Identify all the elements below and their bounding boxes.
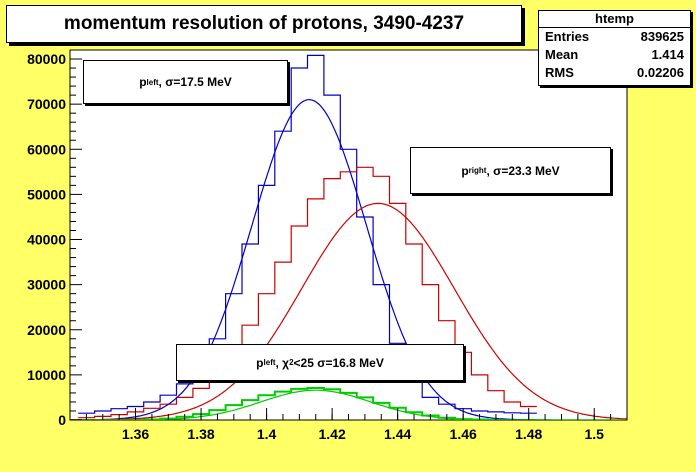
annotation-chi2-cut: p left, χ 2 <25 σ=16.8 MeV [176,344,464,381]
axes-layer: 0 10000 20000 30000 40000 50000 60000 70000 8000… [27,51,628,442]
y-tick-label: 80000 [27,51,66,67]
y-tick-label: 70000 [27,96,66,112]
stats-value: 839625 [640,29,684,44]
stats-row-rms: RMS 0.02206 [539,64,690,82]
annotation-text: <25 σ=16.8 MeV [293,355,384,370]
y-tick-label: 50000 [27,186,66,202]
stats-box: htemp Entries 839625 Mean 1.414 RMS 0.02… [538,10,691,86]
chart-title-box: momentum resolution of protons, 3490-423… [6,5,522,43]
stats-name: htemp [539,11,690,28]
x-tick-label: 1.42 [318,426,345,442]
stats-row-entries: Entries 839625 [539,28,690,46]
annotation-text: , σ=23.3 MeV [486,163,560,178]
y-tick-label: 20000 [27,322,66,338]
annotation-sub: right [468,166,487,175]
annotation-p: p [256,355,264,370]
histogram-series-2 [78,387,537,420]
x-tick-label: 1.38 [187,426,214,442]
x-tick-label: 1.4 [257,426,277,442]
annotation-left: p left, σ=17.5 MeV [83,60,288,104]
chart-title: momentum resolution of protons, 3490-423… [63,13,465,34]
x-tick-label: 1.46 [450,426,477,442]
stats-value: 1.414 [651,47,684,62]
x-tick-label: 1.5 [585,426,605,442]
annotation-p: p [461,163,469,178]
annotation-chi: , χ [275,355,290,370]
y-tick-label: 0 [58,412,66,428]
x-tick-label: 1.44 [384,426,411,442]
stats-label: Mean [545,47,579,62]
y-tick-label: 10000 [27,367,66,383]
stats-row-mean: Mean 1.414 [539,46,690,64]
fit-curve-5 [70,389,627,420]
annotation-sub: left [146,77,159,87]
annotation-sup: 2 [289,358,294,367]
annotation-right: p right, σ=23.3 MeV [410,147,611,194]
stats-label: RMS [545,65,574,80]
fit-curve-layer [70,98,627,420]
x-tick-label: 1.36 [122,426,149,442]
y-tick-label: 60000 [27,141,66,157]
stats-value: 0.02206 [637,65,684,80]
y-tick-label: 30000 [27,277,66,293]
fit-curve-4 [70,202,627,420]
annotation-p: p [139,75,147,89]
annotation-text: , σ=17.5 MeV [158,75,232,89]
annotation-sub: left [263,358,276,367]
stats-label: Entries [545,29,590,44]
x-tick-label: 1.48 [515,426,542,442]
y-tick-label: 40000 [27,232,66,248]
